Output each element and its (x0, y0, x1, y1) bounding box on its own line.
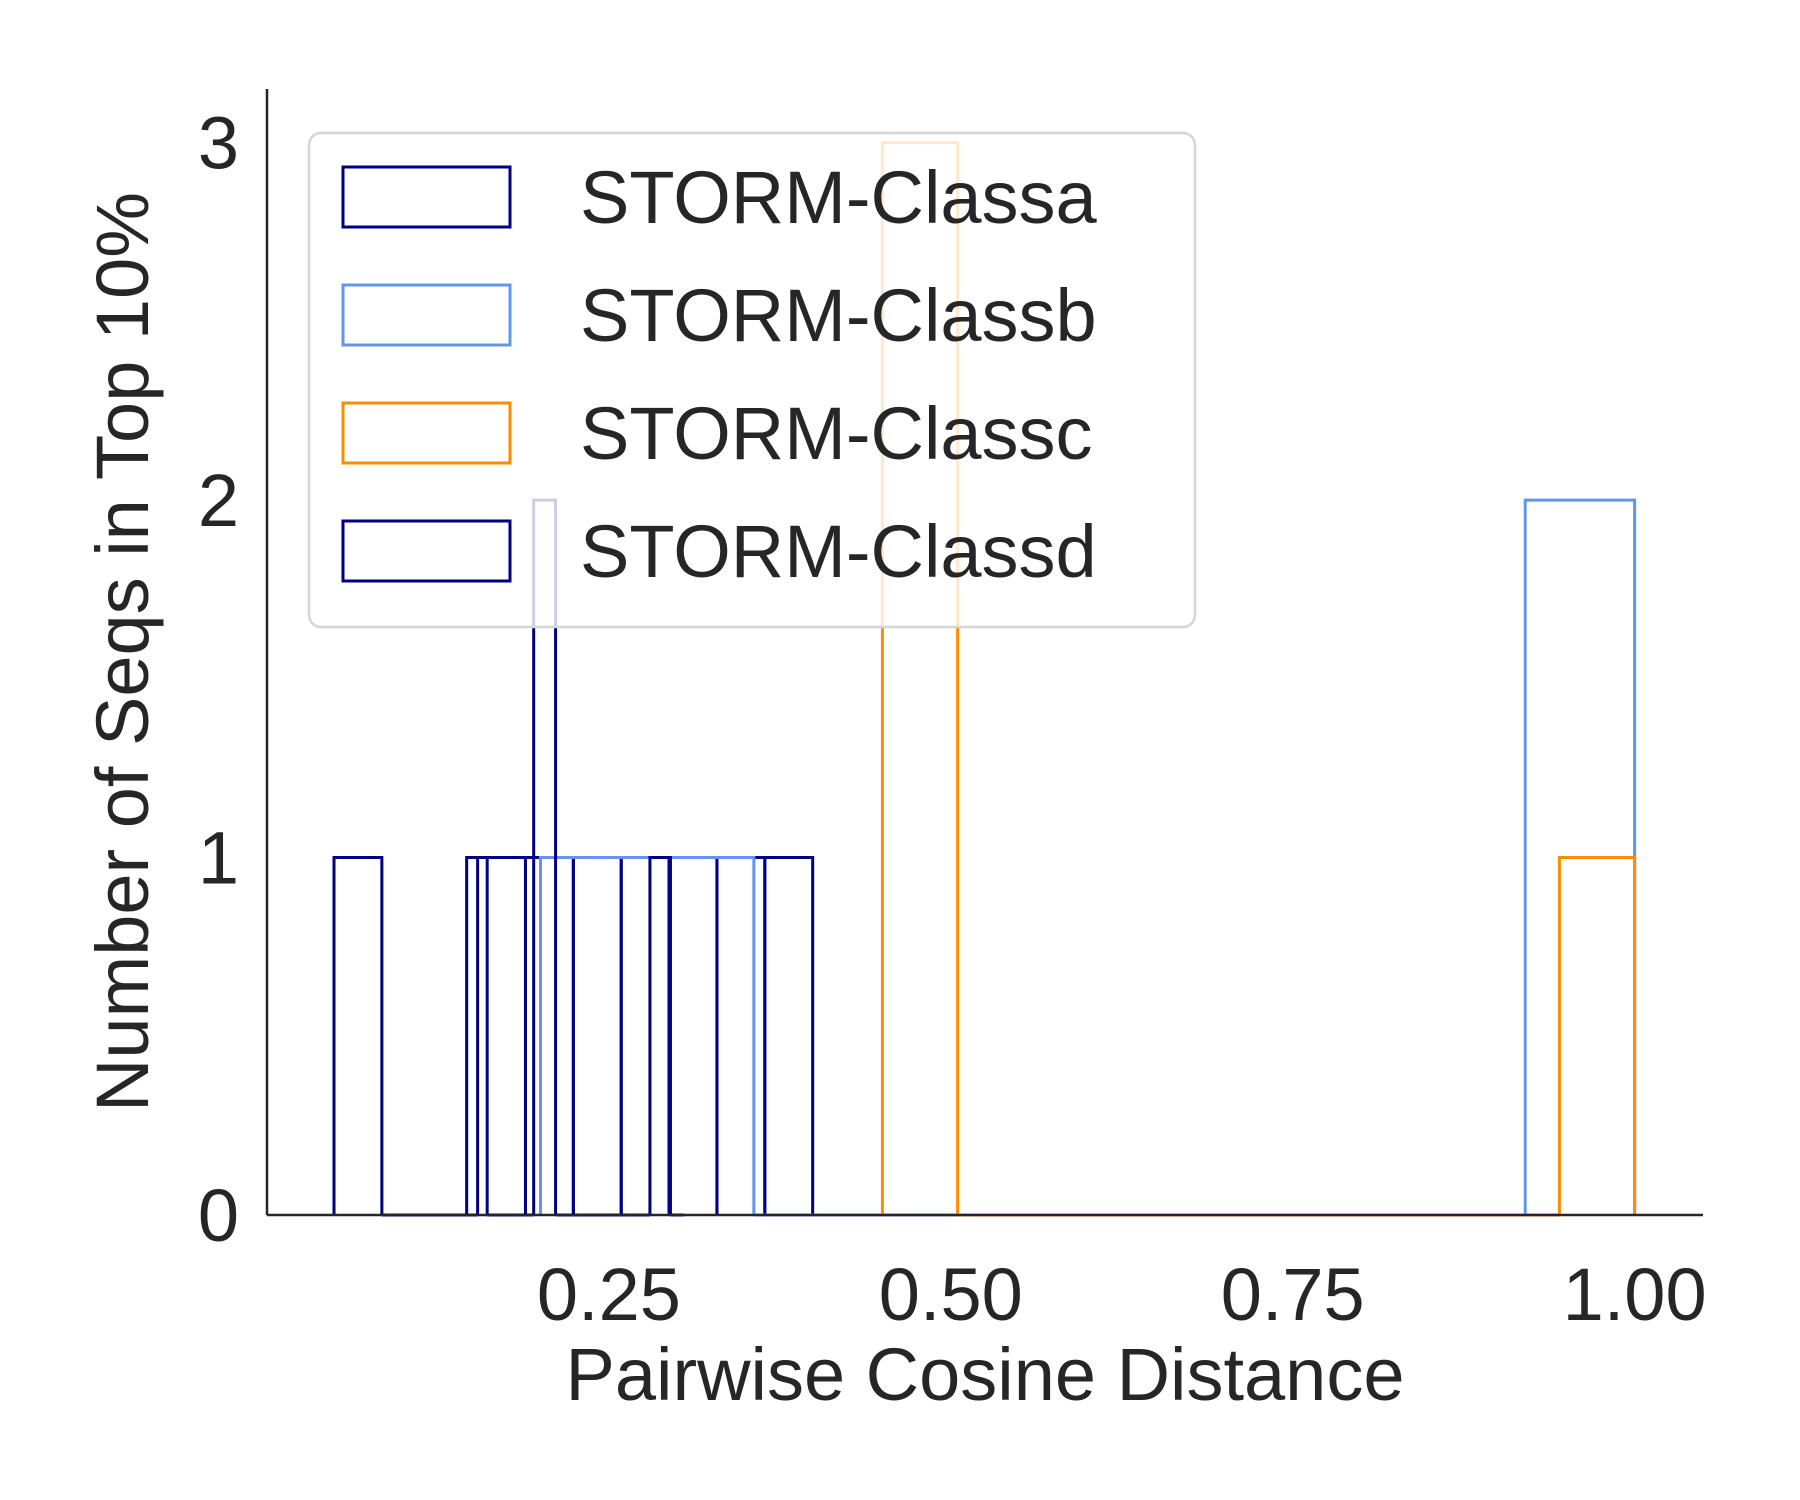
x-tick-label: 0.75 (1221, 1253, 1365, 1336)
x-axis-label: Pairwise Cosine Distance (565, 1333, 1404, 1416)
histogram-bar (465, 856, 489, 1215)
histogram-bar (648, 856, 672, 1215)
histogram-bar (539, 856, 756, 1215)
legend: STORM-Classa STORM-Classb STORM-Classc STOR… (307, 131, 1197, 629)
x-tick-label: 1.00 (1563, 1253, 1707, 1336)
y-tick-label: 1 (198, 817, 239, 900)
y-tick-label: 2 (198, 459, 239, 542)
histogram-bar (667, 856, 719, 1215)
series-STORM-Classa (332, 856, 815, 1217)
histogram-bar (571, 856, 623, 1215)
histogram-bar (332, 856, 384, 1215)
histogram-bar (715, 856, 767, 1215)
legend-label: STORM-Classc (580, 392, 1093, 475)
histogram-bar (476, 856, 527, 1215)
histogram-bar (619, 856, 671, 1215)
histogram-bar (763, 856, 815, 1215)
legend-label: STORM-Classa (580, 156, 1098, 239)
x-tick-label: 0.25 (537, 1253, 681, 1336)
histogram-bar (1557, 856, 1637, 1215)
legend-swatch (341, 283, 512, 347)
legend-swatch (341, 401, 512, 465)
legend-swatch (341, 165, 512, 229)
y-axis-label: Number of Seqs in Top 10% (81, 192, 164, 1112)
legend-frame (307, 131, 1197, 629)
legend-swatch (341, 519, 512, 583)
x-tick-label: 0.50 (879, 1253, 1023, 1336)
y-tick-label: 3 (198, 102, 239, 185)
legend-label: STORM-Classb (580, 274, 1097, 357)
y-ticks: 0 1 2 3 (198, 102, 239, 1257)
x-ticks: 0.25 0.50 0.75 1.00 (537, 1253, 1707, 1336)
legend-label: STORM-Classd (580, 510, 1097, 593)
y-tick-label: 0 (198, 1174, 239, 1257)
